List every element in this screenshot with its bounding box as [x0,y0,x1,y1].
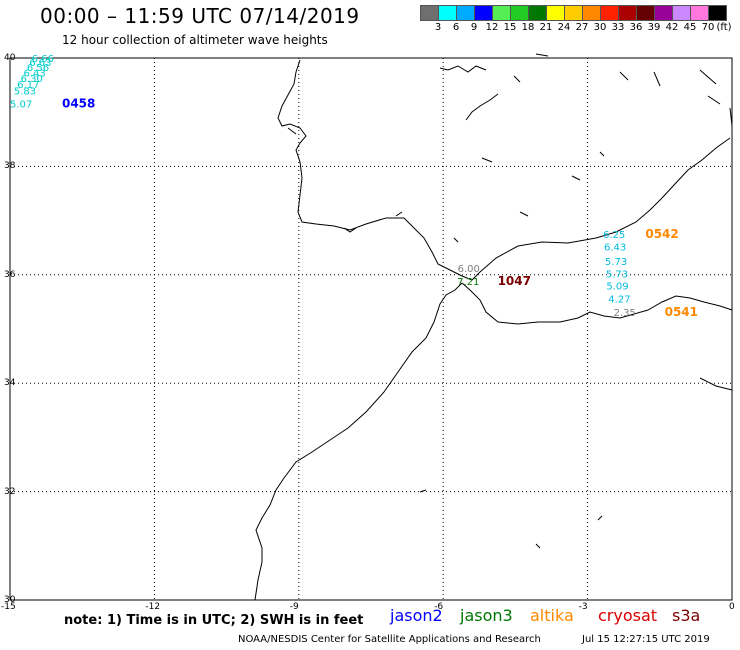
chart-subtitle: 12 hour collection of altimeter wave hei… [62,33,328,47]
coastline-segment [599,151,605,157]
swh-observation: 5.07 [10,99,32,110]
swh-observation: 6.56 [27,63,49,74]
lat-tick-label: 32 [4,486,16,497]
pass-time-label: 1047 [498,274,531,288]
coastline-segment [277,59,731,281]
coastline-segment [461,282,733,325]
coastline [254,53,733,601]
coastline-segment [699,69,717,85]
coastline-segment [571,175,581,181]
colorbar-label: 33 [611,22,625,33]
mission-legend-altika: altika [530,606,574,625]
colorbar-label: (ft) [716,22,732,33]
lat-tick-label: 38 [4,161,16,172]
coastline-segment [453,237,459,243]
swh-observation: 6.66 [32,54,54,65]
colorbar-label: 12 [485,22,499,33]
generated-timestamp: Jul 15 12:27:15 UTC 2019 [582,634,710,645]
coastline-segment [254,282,463,601]
coastline-segment [653,71,661,87]
lon-tick-label: -3 [578,602,588,612]
swh-observation: 2.35 [614,308,636,319]
colorbar-label: 27 [575,22,589,33]
swh-observation: 6.17 [17,80,39,91]
lon-tick-label: -6 [434,602,444,612]
lat-lon-grid [10,58,732,600]
coastline-segment [619,71,629,81]
plot-frame [9,57,733,601]
colorbar-label: 45 [683,22,697,33]
coastline-segment [519,211,529,217]
coastline-segment [597,515,603,521]
swh-observation: 5.73 [606,270,628,281]
chart-title: 00:00 – 11:59 UTC 07/14/2019 [40,4,360,28]
coastline-segment [535,543,541,549]
swh-observation: 5.09 [606,281,628,292]
lat-tick-label: 30 [4,595,16,605]
wave-height-colorbar [420,5,727,21]
pass-time-label: 0542 [645,227,678,241]
lon-tick-label: -15 [1,602,16,612]
colorbar-label: 30 [593,22,607,33]
colorbar-label: 39 [647,22,661,33]
colorbar-label: 15 [503,22,517,33]
swh-observation: 4.27 [608,294,630,305]
lat-tick-label: 34 [4,378,16,389]
swh-observation: 6.30 [21,74,43,85]
coastline-segment [395,211,403,217]
swh-observation: 6.63 [29,58,51,69]
credit-text: NOAA/NESDIS Center for Satellite Applica… [238,634,541,645]
swh-observation: 6.25 [603,230,625,241]
coastline-segment [287,127,297,135]
coastline-segment [699,377,733,391]
mission-legend-jason3: jason3 [460,606,513,625]
colorbar-label: 6 [452,22,460,33]
swh-observation: 5.83 [14,86,36,97]
colorbar-label: 9 [470,22,478,33]
lon-tick-label: -9 [289,602,299,612]
swh-observation: 5.73 [605,257,627,268]
altimeter-points: 6.666.636.566.436.306.175.835.07 04586.00… [10,54,698,319]
mission-legend-cryosat: cryosat [598,606,658,625]
coastline-segment [439,65,487,73]
colorbar-label: 36 [629,22,643,33]
coastline-segment [535,53,549,57]
colorbar-label: 3 [434,22,442,33]
colorbar-label: 70 [701,22,715,33]
colorbar-label: 42 [665,22,679,33]
coastline-segment [481,157,493,163]
coastline-segment [419,489,427,493]
swh-observation: 7.21 [457,277,479,288]
mission-legend-s3a: s3a [672,606,701,625]
colorbar-label: 24 [557,22,571,33]
pass-time-label: 0458 [62,96,95,110]
pass-time-label: 0541 [665,305,698,319]
coastline-segment [465,93,499,121]
swh-observation: 6.43 [604,242,626,253]
lon-tick-label: -12 [145,602,161,612]
swh-observation: 6.43 [23,68,45,79]
coastline-segment [707,95,721,105]
colorbar-swatch [708,5,727,21]
colorbar-label: 18 [521,22,535,33]
lat-tick-label: 40 [4,53,16,63]
colorbar-label: 21 [539,22,553,33]
coastline-segment [729,107,733,127]
lon-tick-label: 0 [729,602,735,612]
swh-observation: 6.00 [458,264,480,275]
coastline-segment [513,75,521,83]
coastline-segment [343,227,357,233]
units-note: note: 1) Time is in UTC; 2) SWH is in fe… [64,613,364,628]
lat-tick-label: 36 [4,269,16,280]
mission-legend-jason2: jason2 [390,606,443,625]
